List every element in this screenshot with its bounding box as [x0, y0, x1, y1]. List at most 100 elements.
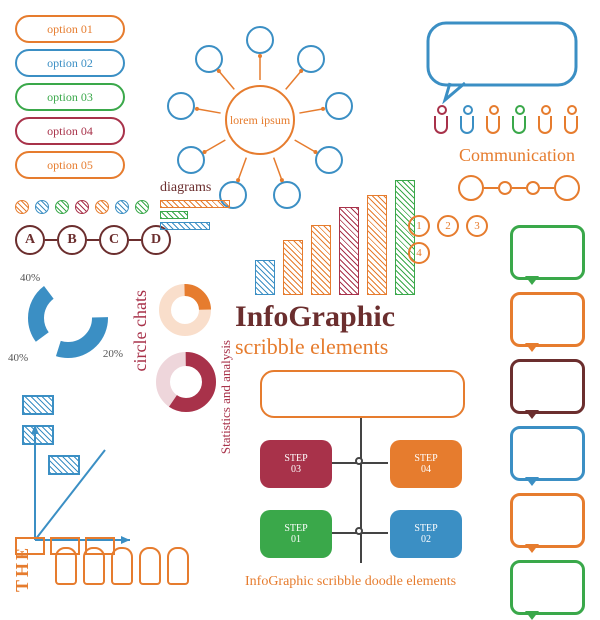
donut-chart-1: 40% 20% 40%	[20, 270, 115, 370]
communication-label: Communication	[459, 145, 575, 166]
pct-label: 40%	[8, 352, 28, 364]
dot-row	[15, 200, 149, 214]
round-bar	[83, 547, 105, 585]
dot	[15, 200, 29, 214]
round-bar	[111, 547, 133, 585]
chain-node	[458, 175, 484, 201]
flow-connector	[360, 418, 362, 563]
person-icon	[564, 105, 580, 137]
person-icon	[538, 105, 554, 137]
option-pill: option 05	[15, 151, 125, 179]
dot	[135, 200, 149, 214]
hatch-box	[48, 455, 80, 475]
speech-bubble	[510, 426, 585, 481]
option-pill: option 03	[15, 83, 125, 111]
diagrams-label: diagrams	[160, 180, 211, 196]
bar	[311, 225, 331, 295]
person-icon	[486, 105, 502, 137]
num-circle: 4	[408, 242, 430, 264]
radial-node	[315, 146, 343, 174]
connection-chain	[458, 175, 580, 201]
option-list: option 01 option 02 option 03 option 04 opti…	[15, 15, 125, 185]
title-line-1: InfoGraphic	[235, 300, 395, 334]
numbered-circles: 123 4	[408, 215, 490, 264]
radial-node	[167, 92, 195, 120]
flow-node	[355, 457, 363, 465]
round-bar	[139, 547, 161, 585]
flow-node	[355, 527, 363, 535]
step-bubble: STEP04	[390, 440, 462, 488]
num-circle: 2	[437, 215, 459, 237]
speech-bubble-top	[425, 20, 580, 110]
dot	[115, 200, 129, 214]
flow-top-box	[260, 370, 465, 418]
footer-label: InfoGraphic scribble doodle elements	[245, 574, 456, 590]
person-icon	[512, 105, 528, 137]
radial-node	[297, 45, 325, 73]
speech-bubble	[510, 493, 585, 548]
chain-line	[484, 187, 498, 189]
mini-bar	[160, 211, 188, 219]
mini-bar	[160, 200, 230, 208]
option-pill: option 04	[15, 117, 125, 145]
round-bar-row	[55, 547, 189, 585]
dot	[95, 200, 109, 214]
pct-label: 60%	[176, 374, 196, 386]
dot	[35, 200, 49, 214]
num-circle: 1	[408, 215, 430, 237]
dot	[55, 200, 69, 214]
bar	[255, 260, 275, 295]
option-pill: option 02	[15, 49, 125, 77]
stats-label: Statistics and analysis	[218, 340, 234, 454]
dot	[75, 200, 89, 214]
circle-chats-label: circle chats	[130, 290, 151, 371]
bar	[283, 240, 303, 295]
bar	[367, 195, 387, 295]
step-bubble: STEP02	[390, 510, 462, 558]
abcd-circle: B	[57, 225, 87, 255]
radial-node	[177, 146, 205, 174]
people-row	[434, 105, 580, 137]
abcd-connector	[45, 239, 57, 241]
person-icon	[460, 105, 476, 137]
radial-node	[195, 45, 223, 73]
person-icon	[434, 105, 450, 137]
hatch-box	[22, 425, 54, 445]
abcd-circle: A	[15, 225, 45, 255]
speech-bubble-column	[510, 225, 585, 615]
radial-text: lorem ipsum	[230, 113, 290, 127]
the-label: THE	[12, 545, 33, 592]
mini-bars	[160, 200, 230, 233]
donut-chart-2: 25%	[155, 280, 215, 345]
radial-node	[325, 92, 353, 120]
step-bubble: STEP01	[260, 510, 332, 558]
abcd-circle: C	[99, 225, 129, 255]
option-pill: option 01	[15, 15, 125, 43]
speech-bubble	[510, 560, 585, 615]
chain-node	[554, 175, 580, 201]
round-bar	[167, 547, 189, 585]
abcd-connector	[129, 239, 141, 241]
chain-node	[526, 181, 540, 195]
title-line-2: scribble elements	[235, 334, 395, 360]
pct-label: 25%	[177, 302, 197, 314]
speech-bubble	[510, 292, 585, 347]
chain-line	[540, 187, 554, 189]
chain-node	[498, 181, 512, 195]
step-flow: STEP03 STEP04 STEP01 STEP02	[240, 370, 490, 570]
radial-node	[246, 26, 274, 54]
chain-line	[512, 187, 526, 189]
pct-label: 40%	[20, 272, 40, 284]
num-circle: 3	[466, 215, 488, 237]
radial-center: lorem ipsum	[225, 85, 295, 155]
speech-bubble	[510, 359, 585, 414]
abcd-connector	[87, 239, 99, 241]
speech-bubble	[510, 225, 585, 280]
main-title: InfoGraphic scribble elements	[235, 300, 395, 360]
mini-bar	[160, 222, 210, 230]
step-bubble: STEP03	[260, 440, 332, 488]
abcd-chain: ABCD	[15, 225, 171, 255]
bar-chart	[255, 180, 415, 295]
bubble-icon	[425, 20, 580, 105]
hatch-box	[22, 395, 54, 415]
